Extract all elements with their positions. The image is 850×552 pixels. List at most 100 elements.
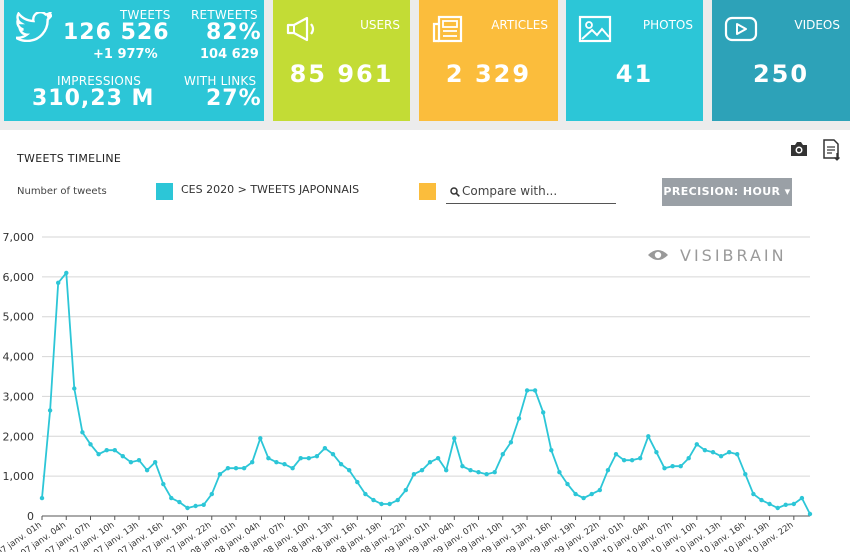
series-label: CES 2020 > TWEETS JAPONNAIS bbox=[181, 183, 360, 196]
data-point bbox=[613, 452, 619, 457]
impressions-value: 310,23 M bbox=[32, 86, 155, 111]
data-point bbox=[136, 458, 142, 463]
data-point bbox=[371, 497, 376, 503]
y-metric-label: Number of tweets bbox=[17, 186, 107, 197]
users-label: USERS bbox=[360, 18, 400, 32]
data-point bbox=[72, 386, 77, 391]
newspaper-icon bbox=[431, 14, 465, 48]
tweets-card[interactable]: TWEETS 126 526 +1 977% RETWEETS 82% 104 … bbox=[4, 0, 264, 121]
data-point bbox=[460, 464, 465, 469]
caret-down-icon: ▾ bbox=[784, 185, 791, 198]
data-point bbox=[330, 452, 336, 457]
data-point bbox=[791, 501, 796, 507]
data-point bbox=[500, 452, 505, 457]
data-point bbox=[629, 458, 635, 463]
photos-label: PHOTOS bbox=[642, 18, 693, 32]
watermark-eye-icon bbox=[648, 250, 668, 260]
export-document-icon[interactable] bbox=[822, 138, 842, 166]
play-icon bbox=[724, 14, 758, 48]
retweets-count: 104 629 bbox=[200, 47, 259, 62]
data-point bbox=[363, 491, 368, 497]
tweets-value: 126 526 bbox=[63, 20, 170, 45]
twitter-bird-icon bbox=[15, 9, 56, 46]
data-point bbox=[306, 456, 311, 461]
retweets-label: RETWEETS bbox=[191, 8, 258, 22]
data-point bbox=[241, 466, 247, 471]
data-point bbox=[678, 464, 683, 469]
data-point bbox=[419, 468, 425, 473]
y-tick-label: 0 bbox=[27, 510, 34, 523]
data-point bbox=[508, 440, 514, 445]
data-point bbox=[314, 454, 320, 459]
precision-dropdown[interactable]: PRECISION: HOUR ▾ bbox=[662, 178, 792, 206]
data-point bbox=[435, 456, 441, 461]
data-point bbox=[452, 436, 457, 441]
data-point bbox=[444, 468, 449, 473]
y-tick-label: 2,000 bbox=[3, 430, 35, 443]
data-point bbox=[638, 456, 643, 461]
data-point bbox=[128, 460, 134, 465]
data-point bbox=[662, 466, 667, 471]
data-point bbox=[621, 458, 627, 463]
data-point bbox=[557, 470, 562, 475]
data-point bbox=[468, 468, 473, 473]
series-line bbox=[41, 270, 811, 515]
data-point bbox=[387, 501, 392, 507]
y-tick-label: 3,000 bbox=[3, 390, 35, 403]
data-point bbox=[549, 448, 554, 453]
compare-input[interactable]: Compare with... bbox=[446, 179, 616, 204]
retweets-value: 82% bbox=[206, 20, 262, 45]
data-point bbox=[233, 466, 239, 471]
tweets-growth: +1 977% bbox=[93, 47, 158, 62]
data-point bbox=[403, 487, 408, 493]
data-point bbox=[743, 472, 748, 477]
data-point bbox=[718, 454, 724, 459]
section-title: TWEETS TIMELINE bbox=[17, 152, 122, 165]
data-point bbox=[355, 479, 360, 485]
articles-card[interactable]: ARTICLES 2 329 bbox=[419, 0, 558, 121]
data-point bbox=[427, 460, 433, 465]
data-point bbox=[524, 388, 530, 393]
data-point bbox=[670, 464, 675, 469]
data-point bbox=[217, 472, 223, 477]
data-point bbox=[282, 462, 287, 467]
data-point bbox=[347, 468, 352, 473]
videos-value: 250 bbox=[752, 60, 810, 88]
articles-value: 2 329 bbox=[445, 60, 532, 88]
data-point bbox=[476, 470, 481, 475]
data-point bbox=[193, 503, 198, 509]
data-point bbox=[710, 450, 716, 455]
data-point bbox=[589, 491, 594, 497]
camera-icon[interactable] bbox=[789, 140, 809, 162]
videos-card[interactable]: VIDEOS 250 bbox=[712, 0, 850, 121]
data-point bbox=[492, 470, 497, 475]
data-point bbox=[104, 448, 109, 453]
data-point bbox=[532, 388, 538, 393]
data-point bbox=[338, 462, 344, 467]
data-point bbox=[88, 442, 93, 447]
data-point bbox=[161, 481, 166, 487]
data-point bbox=[654, 450, 659, 455]
data-point bbox=[112, 448, 118, 453]
watermark-text: VISIBRAIN bbox=[680, 246, 787, 265]
photos-card[interactable]: PHOTOS 41 bbox=[566, 0, 703, 121]
photos-value: 41 bbox=[615, 60, 654, 88]
users-card[interactable]: USERS 85 961 bbox=[273, 0, 410, 121]
data-point bbox=[225, 466, 231, 471]
data-point bbox=[185, 505, 190, 511]
y-tick-label: 5,000 bbox=[3, 311, 35, 324]
data-point bbox=[573, 491, 578, 497]
data-point bbox=[783, 502, 788, 507]
data-point bbox=[565, 481, 570, 487]
data-point bbox=[751, 491, 756, 497]
data-point bbox=[516, 416, 522, 421]
users-value: 85 961 bbox=[289, 60, 394, 88]
data-point bbox=[80, 430, 85, 435]
data-point bbox=[153, 460, 158, 465]
y-tick-label: 4,000 bbox=[3, 351, 35, 364]
data-point bbox=[541, 410, 546, 415]
search-icon bbox=[450, 182, 460, 201]
megaphone-icon bbox=[285, 14, 321, 48]
data-point bbox=[266, 456, 271, 461]
data-point bbox=[379, 501, 384, 507]
